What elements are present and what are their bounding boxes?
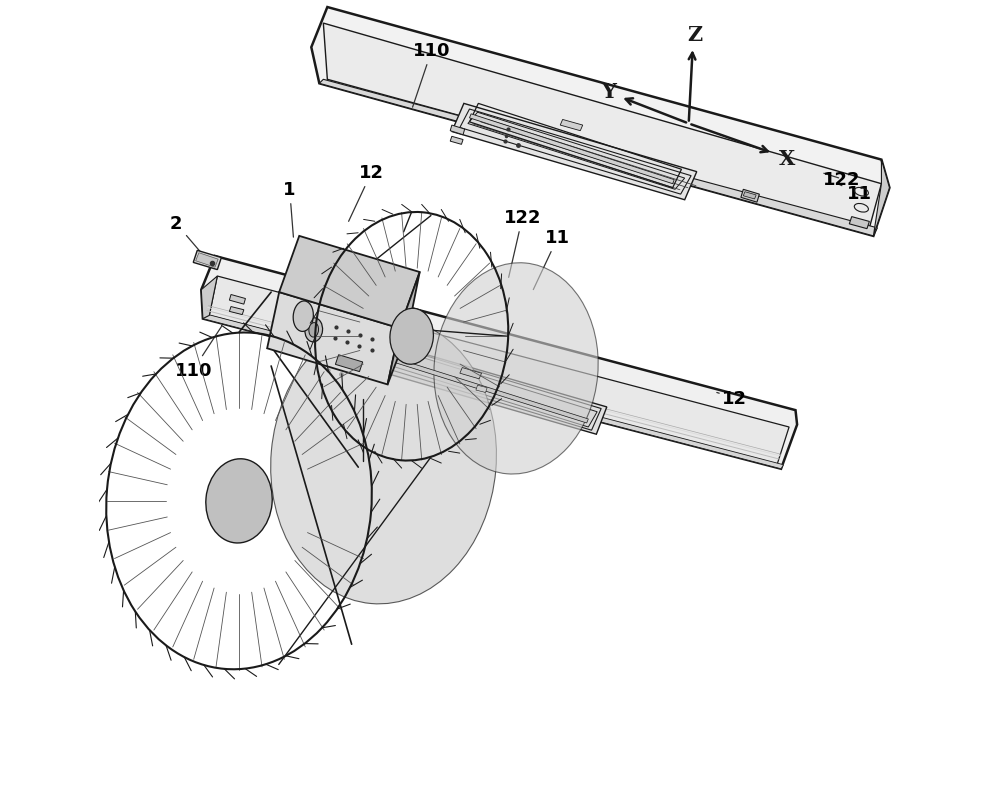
- Text: 11: 11: [533, 229, 570, 290]
- Polygon shape: [355, 338, 607, 435]
- Polygon shape: [209, 277, 789, 465]
- Polygon shape: [201, 257, 797, 469]
- Text: 122: 122: [504, 209, 541, 278]
- Ellipse shape: [309, 323, 319, 338]
- Polygon shape: [468, 113, 685, 190]
- Text: X: X: [779, 149, 796, 168]
- Polygon shape: [849, 217, 869, 229]
- Polygon shape: [267, 293, 400, 385]
- Polygon shape: [229, 295, 245, 305]
- Polygon shape: [319, 80, 877, 237]
- Polygon shape: [303, 321, 323, 334]
- Polygon shape: [743, 192, 756, 200]
- Polygon shape: [201, 277, 217, 319]
- Text: 12: 12: [717, 390, 747, 407]
- Polygon shape: [311, 8, 889, 237]
- Polygon shape: [196, 253, 218, 268]
- Polygon shape: [469, 115, 674, 184]
- Polygon shape: [323, 24, 881, 229]
- Text: 122: 122: [823, 171, 860, 188]
- Text: Z: Z: [687, 26, 702, 45]
- Ellipse shape: [305, 318, 323, 342]
- Polygon shape: [460, 368, 482, 379]
- Polygon shape: [452, 104, 697, 200]
- Polygon shape: [873, 160, 889, 237]
- Polygon shape: [372, 355, 383, 363]
- Polygon shape: [203, 314, 783, 469]
- Text: Y: Y: [601, 82, 616, 101]
- Text: 110: 110: [175, 327, 221, 379]
- Polygon shape: [229, 307, 244, 315]
- Ellipse shape: [206, 460, 272, 543]
- Polygon shape: [335, 355, 363, 372]
- Polygon shape: [450, 126, 465, 136]
- Polygon shape: [450, 137, 463, 145]
- Polygon shape: [306, 322, 319, 330]
- Polygon shape: [368, 350, 588, 423]
- Text: 12: 12: [349, 164, 384, 222]
- Text: 1: 1: [283, 181, 296, 238]
- Text: 11: 11: [840, 185, 872, 203]
- Polygon shape: [366, 343, 597, 427]
- Polygon shape: [560, 120, 583, 132]
- Polygon shape: [476, 386, 487, 393]
- Ellipse shape: [390, 309, 433, 365]
- Polygon shape: [279, 237, 420, 329]
- Ellipse shape: [293, 302, 313, 332]
- Ellipse shape: [271, 318, 496, 604]
- Polygon shape: [193, 251, 221, 270]
- Text: 110: 110: [413, 43, 450, 108]
- Polygon shape: [741, 190, 759, 203]
- Polygon shape: [388, 273, 420, 385]
- Ellipse shape: [434, 263, 598, 475]
- Text: 2: 2: [169, 215, 203, 256]
